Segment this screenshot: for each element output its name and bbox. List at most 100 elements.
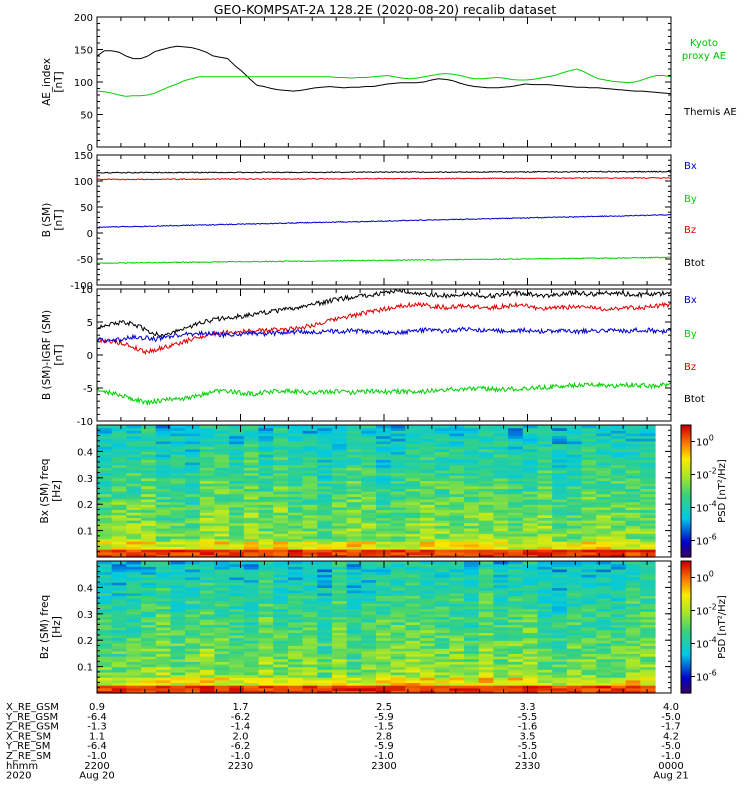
spectrogram-cell (229, 621, 245, 625)
spectrogram-cell (126, 576, 142, 581)
spectrogram-cell (302, 663, 318, 668)
spectrogram-cell (508, 430, 524, 434)
spectrogram-cell (566, 603, 583, 607)
spectrogram-cell (537, 488, 553, 492)
spectrogram-cell (537, 451, 553, 455)
spectrogram-cell (111, 679, 127, 684)
spectrogram-cell (566, 669, 583, 673)
colorbar-band (681, 471, 691, 474)
spectrogram-cell (97, 682, 113, 686)
spectrogram-cell (405, 451, 421, 455)
spectrogram-cell (434, 666, 451, 670)
spectrogram-cell (390, 514, 406, 518)
spectrogram-cell (97, 509, 113, 513)
spectrogram-cell (464, 605, 480, 610)
spectrogram-cell (596, 448, 612, 452)
spectrogram-cell (537, 608, 553, 612)
spectrogram-cell (302, 512, 318, 516)
spectrogram-cell (170, 674, 186, 678)
spectrogram-cell (214, 525, 230, 529)
spectrogram-cell (346, 432, 362, 437)
spectrogram-cell (170, 685, 186, 689)
colorbar-band (681, 673, 691, 676)
spectrogram-cell (610, 629, 627, 633)
spectrogram-cell (258, 504, 274, 508)
spectrogram-cell (243, 440, 260, 445)
spectrogram-cell (522, 634, 539, 639)
spectrogram-cell (581, 576, 597, 581)
spectrogram-cell (420, 642, 436, 647)
spectrogram-cell (596, 427, 612, 431)
spectrogram-cell (331, 522, 348, 526)
spectrogram-cell (331, 658, 348, 662)
spectrogram-cell (522, 467, 539, 471)
spectrogram-cell (170, 576, 186, 581)
spectrogram-cell (199, 549, 216, 553)
spectrogram-cell (537, 485, 553, 489)
spectrogram-cell (610, 595, 627, 599)
spectrogram-cell (199, 533, 216, 537)
spectrogram-cell (596, 677, 612, 681)
spectrogram-cell (449, 491, 465, 495)
spectrogram-cell (522, 579, 539, 583)
spectrogram-cell (493, 640, 509, 644)
spectrogram-cell (566, 533, 583, 537)
spectrogram-cell (331, 640, 348, 644)
spectrogram-cell (126, 488, 142, 492)
spectrogram-cell (552, 674, 568, 678)
spectrogram-cell (420, 551, 436, 555)
spectrogram-cell (405, 674, 421, 678)
spectrogram-cell (126, 597, 142, 602)
colorbar-band (681, 466, 691, 470)
spectrogram-cell (317, 461, 333, 466)
spectrogram-cell (214, 509, 230, 513)
spectrogram-cell (258, 480, 274, 484)
spectrogram-cell (566, 546, 583, 550)
spectrogram-cell (199, 561, 216, 565)
spectrogram-cell (273, 538, 289, 542)
spectrogram-cell (420, 563, 436, 567)
spectrogram-cell (581, 472, 597, 476)
spectrogram-cell (331, 440, 348, 445)
spectrogram-cell (610, 663, 627, 668)
colorbar-band (681, 449, 691, 452)
spectrogram-cell (287, 632, 304, 636)
spectrogram-cell (243, 469, 260, 474)
spectrogram-cell (376, 432, 392, 437)
spectrogram-cell (273, 477, 289, 482)
spectrogram-cell (331, 525, 348, 529)
spectrogram-cell (537, 663, 553, 668)
spectrogram-cell (493, 561, 509, 565)
colorbar-band (681, 655, 691, 659)
spectrogram-cell (126, 611, 142, 615)
spectrogram-cell (126, 637, 142, 641)
spectrogram-cell (317, 451, 333, 455)
spectrogram-cell (581, 435, 597, 439)
spectrogram-cell (273, 595, 289, 599)
spectrogram-cell (302, 656, 318, 660)
spectrogram-cell (581, 571, 597, 575)
spectrogram-cell (464, 595, 480, 599)
spectrogram-cell (434, 427, 451, 431)
spectrogram-cell (214, 616, 230, 620)
spectrogram-cell (243, 541, 260, 545)
spectrogram-cell (610, 590, 627, 594)
spectrogram-cell (390, 425, 406, 429)
spectrogram-cell (185, 650, 201, 654)
spectrogram-cell (361, 472, 377, 476)
spectrogram-cell (302, 597, 318, 602)
spectrogram-cell (361, 454, 377, 458)
spectrogram-cell (331, 611, 348, 615)
spectrogram-cell (449, 640, 465, 644)
spectrogram-cell (376, 637, 392, 641)
spectrogram-cell (346, 491, 362, 495)
spectrogram-cell (243, 600, 260, 604)
spectrogram-cell (508, 491, 524, 495)
spectrogram-cell (141, 551, 157, 555)
spectrogram-cell (346, 603, 362, 607)
spectrogram-cell (111, 504, 127, 508)
spectrogram-cell (317, 690, 333, 694)
spectrogram-cell (493, 459, 509, 463)
spectrogram-cell (493, 674, 509, 678)
spectrogram-cell (508, 533, 524, 537)
